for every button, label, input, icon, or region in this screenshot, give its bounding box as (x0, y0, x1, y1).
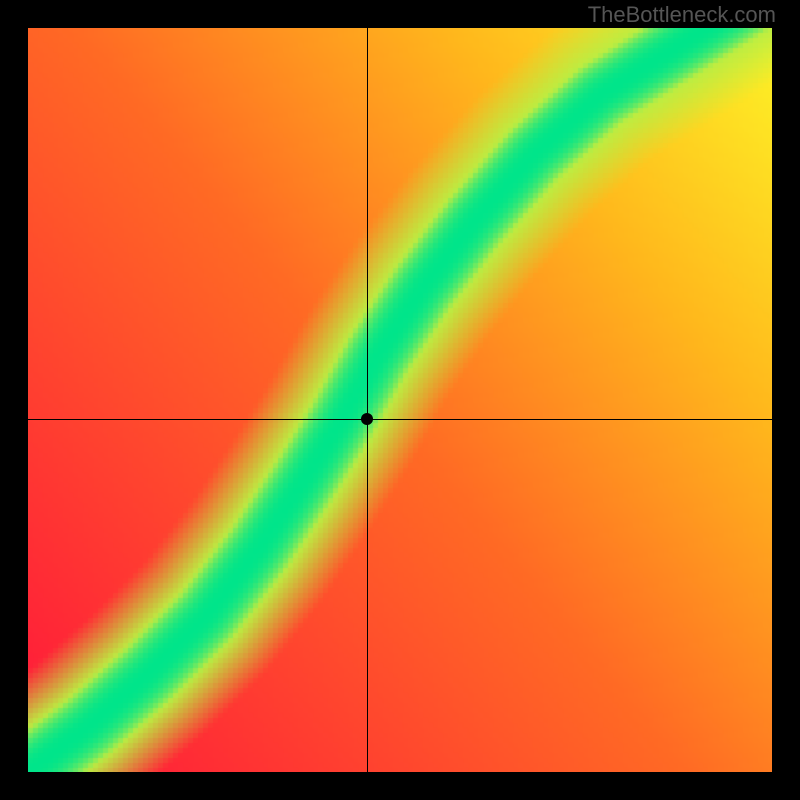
chart-container: TheBottleneck.com (0, 0, 800, 800)
selected-point (361, 413, 373, 425)
plot-area (28, 28, 772, 772)
crosshair-vertical (367, 28, 368, 772)
watermark-text: TheBottleneck.com (588, 2, 776, 28)
crosshair-horizontal (28, 419, 772, 420)
heatmap-canvas (28, 28, 772, 772)
